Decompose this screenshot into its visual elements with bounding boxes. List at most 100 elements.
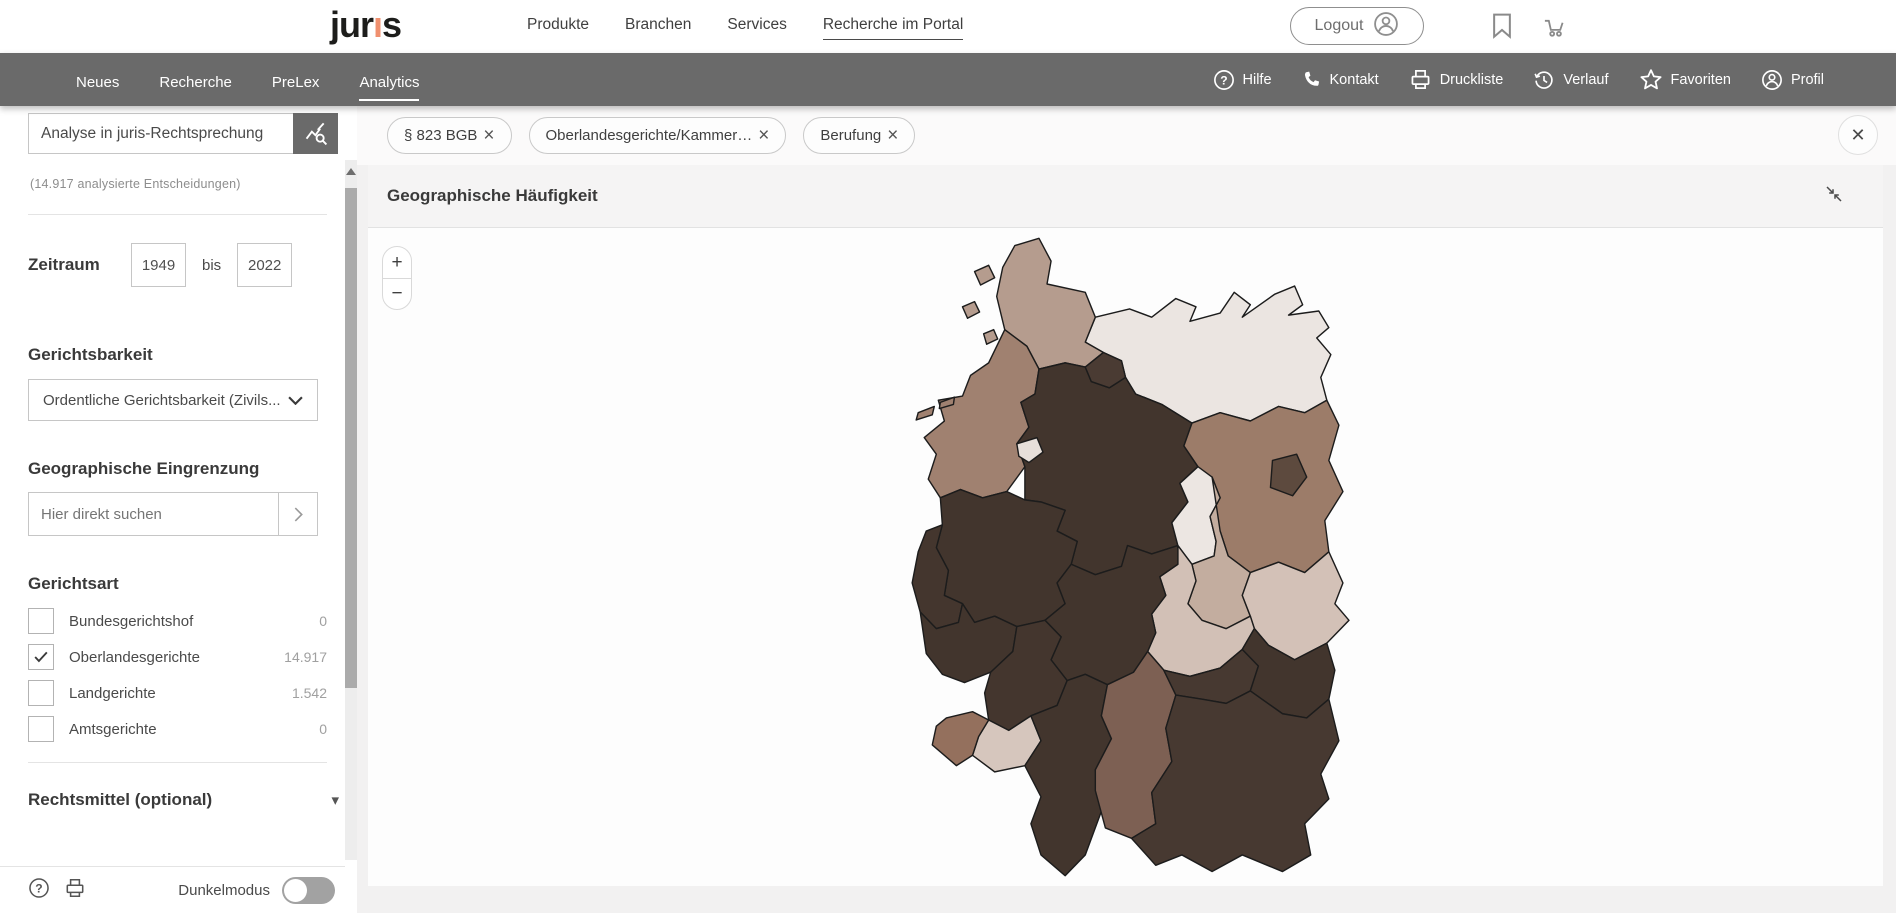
tab-prelex[interactable]: PreLex: [271, 73, 320, 91]
collapse-panel-icon[interactable]: [1823, 183, 1845, 210]
nav-branchen[interactable]: Branchen: [625, 16, 692, 33]
checkbox-checked[interactable]: [28, 644, 54, 670]
map-island: [973, 264, 996, 286]
tab-recherche[interactable]: Recherche: [159, 73, 232, 91]
zeitraum-section: Zeitraum bis: [28, 243, 357, 287]
gerichtsbarkeit-heading: Gerichtsbarkeit: [28, 345, 153, 364]
help-button[interactable]: ? Hilfe: [1213, 69, 1272, 91]
juris-logo[interactable]: jurıs: [330, 4, 402, 46]
map-region-oldenburg[interactable]: [923, 328, 1040, 499]
checkbox-row-landgerichte[interactable]: Landgerichte 1.542: [28, 680, 327, 706]
chevron-right-icon: [294, 507, 303, 521]
analyzed-decisions-note: (14.917 analysierte Entscheidungen): [30, 177, 241, 191]
rechtsmittel-section[interactable]: Rechtsmittel (optional) ▾: [28, 790, 339, 810]
analysis-search-input[interactable]: [28, 113, 293, 154]
map-island: [982, 328, 999, 345]
history-button[interactable]: Verlauf: [1533, 69, 1609, 91]
checkbox-unchecked[interactable]: [28, 716, 54, 742]
logo-text: jur: [330, 4, 374, 45]
germany-choropleth-map: [911, 237, 1350, 877]
map-region-hamburg[interactable]: [1084, 351, 1127, 389]
scrollbar-up-arrow[interactable]: [346, 168, 356, 175]
divider: [28, 762, 327, 763]
nav-services[interactable]: Services: [727, 16, 787, 33]
tab-analytics[interactable]: Analytics: [359, 59, 420, 101]
filter-chip-823-bgb[interactable]: § 823 BGB ×: [387, 117, 512, 154]
contact-label: Kontakt: [1329, 71, 1379, 88]
count-badge: 0: [319, 721, 327, 737]
geo-eingrenzung-heading: Geographische Eingrenzung: [28, 459, 260, 478]
top-nav: Produkte Branchen Services Recherche im …: [527, 16, 964, 40]
analyze-button[interactable]: [293, 113, 338, 154]
sidebar-scrollbar-thumb[interactable]: [345, 188, 357, 688]
checkbox-row-bundesgerichtshof[interactable]: Bundesgerichtshof 0: [28, 608, 327, 634]
geo-search-submit-button[interactable]: [278, 492, 318, 536]
chip-label: Oberlandesgerichte/Kammer…: [545, 127, 753, 144]
map-region-saarbruecken[interactable]: [931, 710, 990, 767]
year-to-input[interactable]: [237, 243, 293, 287]
geo-search-input[interactable]: [28, 492, 278, 536]
shopping-cart-icon[interactable]: [1541, 13, 1567, 44]
print-icon[interactable]: [64, 877, 86, 904]
map-zoom-control: + −: [382, 246, 412, 310]
count-badge: 1.542: [291, 685, 327, 701]
contact-button[interactable]: Kontakt: [1302, 70, 1379, 90]
printlist-button[interactable]: Druckliste: [1409, 68, 1504, 91]
logout-button[interactable]: Logout: [1290, 7, 1424, 45]
help-circle-icon: ?: [1213, 69, 1234, 90]
gerichtsbarkeit-select[interactable]: Ordentliche Gerichtsbarkeit (Zivils...: [28, 379, 318, 421]
svg-text:?: ?: [1220, 73, 1227, 87]
gerichtsart-list: Bundesgerichtshof 0 Oberlandesgerichte 1…: [28, 608, 327, 742]
logout-label: Logout: [1314, 17, 1364, 34]
main-navbar: Neues Recherche PreLex Analytics ? Hilfe…: [0, 53, 1896, 106]
map-region-berlin[interactable]: [1269, 453, 1308, 497]
history-clock-icon: [1534, 70, 1554, 89]
filter-chip-oberlandesgerichte[interactable]: Oberlandesgerichte/Kammer… ×: [528, 117, 787, 154]
user-circle-icon: [1373, 11, 1399, 42]
top-header: jurıs Produkte Branchen Services Recherc…: [0, 0, 1896, 53]
caret-down-icon[interactable]: ▾: [331, 792, 339, 809]
logo-text-s: s: [382, 4, 402, 45]
map-region-muenchen[interactable]: [1130, 690, 1340, 873]
printlist-label: Druckliste: [1439, 71, 1504, 88]
map-region-nuernberg[interactable]: [1241, 627, 1336, 719]
toggle-knob: [284, 878, 307, 902]
chevron-down-icon: [288, 396, 303, 405]
profile-button[interactable]: Profil: [1761, 69, 1824, 91]
printer-icon: [1411, 70, 1430, 89]
panel-title: Geographische Häufigkeit: [387, 186, 598, 205]
logo-accent-i: ı: [373, 4, 383, 45]
geo-frequency-panel: Geographische Häufigkeit + −: [368, 165, 1883, 886]
close-analysis-button[interactable]: ✕: [1838, 115, 1878, 155]
remove-chip-icon[interactable]: ×: [887, 125, 899, 146]
filter-chip-berufung[interactable]: Berufung ×: [803, 117, 916, 154]
help-label: Hilfe: [1242, 71, 1272, 88]
remove-chip-icon[interactable]: ×: [758, 125, 770, 146]
favorites-button[interactable]: Favoriten: [1639, 68, 1731, 92]
checkbox-unchecked[interactable]: [28, 680, 54, 706]
tab-neues[interactable]: Neues: [76, 73, 120, 91]
gerichtsart-heading: Gerichtsart: [28, 574, 119, 593]
bookmark-icon[interactable]: [1492, 13, 1512, 44]
map-region-karlsruhe[interactable]: [1024, 673, 1113, 877]
map-island: [938, 396, 956, 410]
checkbox-row-amtsgerichte[interactable]: Amtsgerichte 0: [28, 716, 327, 742]
zoom-out-button[interactable]: −: [383, 279, 411, 310]
map-canvas: + −: [368, 228, 1883, 885]
nav-recherche-im-portal[interactable]: Recherche im Portal: [822, 16, 964, 40]
chart-search-icon: [305, 122, 327, 145]
profile-icon: [1761, 69, 1782, 90]
divider: [28, 214, 327, 215]
map-region-bremen[interactable]: [1016, 436, 1044, 464]
checkbox-unchecked[interactable]: [28, 608, 54, 634]
darkmode-toggle[interactable]: [282, 876, 335, 904]
map-island: [915, 405, 936, 421]
year-from-input[interactable]: [131, 243, 186, 287]
checkbox-label: Landgerichte: [69, 684, 156, 702]
nav-produkte[interactable]: Produkte: [527, 16, 590, 33]
checkbox-row-oberlandesgerichte[interactable]: Oberlandesgerichte 14.917: [28, 644, 327, 670]
profile-label: Profil: [1790, 71, 1824, 88]
zoom-in-button[interactable]: +: [383, 247, 411, 279]
help-circle-icon[interactable]: ?: [28, 877, 50, 904]
remove-chip-icon[interactable]: ×: [483, 125, 495, 146]
